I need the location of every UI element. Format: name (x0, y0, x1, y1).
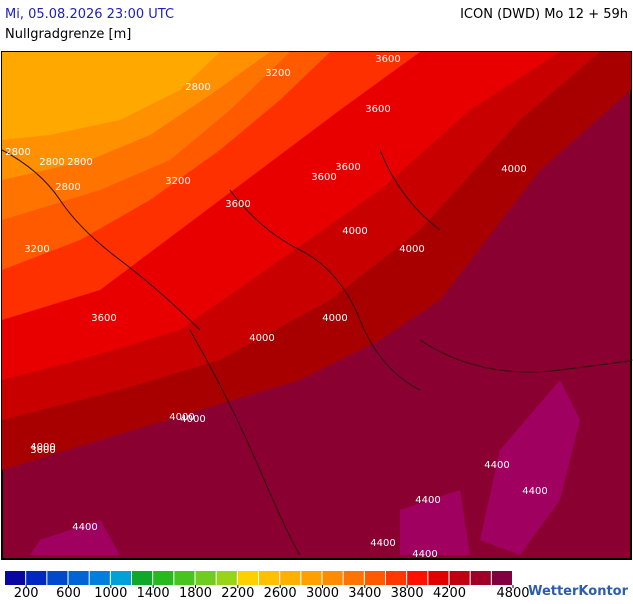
contour-label: 3600 (91, 313, 116, 324)
contour-label: 4000 (501, 164, 526, 175)
legend-swatch (428, 571, 449, 585)
contour-label: 4000 (169, 412, 194, 423)
datetime: Mi, 05.08.2026 23:00 UTC (5, 7, 174, 22)
contour-label: 3200 (165, 176, 190, 187)
legend-swatch (89, 571, 110, 585)
legend-swatch (47, 571, 68, 585)
contour-label: 3200 (265, 68, 290, 79)
logo: WetterKontor (528, 584, 629, 599)
contour-label: 3600 (375, 54, 400, 65)
contour-label: 4000 (180, 414, 205, 425)
legend-swatch (5, 571, 26, 585)
contour-label: 2800 (5, 147, 30, 158)
legend-swatch (132, 571, 153, 585)
contour-label: 4400 (370, 538, 395, 549)
legend-swatch (195, 571, 216, 585)
contour-label: 4000 (249, 333, 274, 344)
contour-label: 2800 (39, 157, 64, 168)
map (1, 51, 633, 560)
contour-label: 2800 (185, 82, 210, 93)
legend-label: 2600 (264, 586, 297, 600)
legend-label: 3800 (391, 586, 424, 600)
legend-swatch (237, 571, 258, 585)
legend-label: 2200 (221, 586, 254, 600)
legend-swatch (407, 571, 428, 585)
contour-label: 2800 (67, 157, 92, 168)
legend-swatch (322, 571, 343, 585)
contour-label: 4400 (484, 460, 509, 471)
contour-label: 3600 (30, 445, 55, 456)
legend-swatch (110, 571, 131, 585)
legend-swatch (386, 571, 407, 585)
contour-label: 4000 (30, 442, 55, 453)
legend-label: 1000 (94, 586, 127, 600)
legend-swatch (153, 571, 174, 585)
legend-swatch (259, 571, 280, 585)
contour-label: 3600 (225, 199, 250, 210)
legend-swatch (68, 571, 89, 585)
legend-swatch (364, 571, 385, 585)
legend-label: 4200 (433, 586, 466, 600)
legend-label: 3400 (348, 586, 381, 600)
legend-swatch (470, 571, 491, 585)
legend-swatch (216, 571, 237, 585)
contour-label: 4000 (342, 226, 367, 237)
contour-label: 4000 (399, 244, 424, 255)
legend-label: 1800 (179, 586, 212, 600)
legend-swatch (26, 571, 47, 585)
legend-swatch (174, 571, 195, 585)
parameter: Nullgradgrenze [m] (5, 27, 131, 42)
legend-swatch (491, 571, 512, 585)
legend-swatch (280, 571, 301, 585)
legend-label: 200 (14, 586, 39, 600)
legend-label: 4800 (496, 586, 529, 600)
contour-label: 2800 (55, 182, 80, 193)
contour-label: 3600 (335, 162, 360, 173)
legend: 200 600 1000 1400 1800 2200 2600 3000 3400 3800 42… (5, 571, 530, 601)
legend-swatch (449, 571, 470, 585)
contour-label: 4400 (412, 549, 437, 560)
legend-label: 3000 (306, 586, 339, 600)
legend-label: 600 (56, 586, 81, 600)
legend-label: 1400 (137, 586, 170, 600)
model-run: ICON (DWD) Mo 12 + 59h (460, 7, 628, 22)
contour-label: 4400 (72, 522, 97, 533)
contour-label: 3200 (24, 244, 49, 255)
contour-label: 4400 (522, 486, 547, 497)
contour-label: 4400 (415, 495, 440, 506)
contour-label: 3600 (311, 172, 336, 183)
contour-label: 4000 (322, 313, 347, 324)
legend-swatch (343, 571, 364, 585)
legend-swatch (301, 571, 322, 585)
contour-label: 3600 (365, 104, 390, 115)
